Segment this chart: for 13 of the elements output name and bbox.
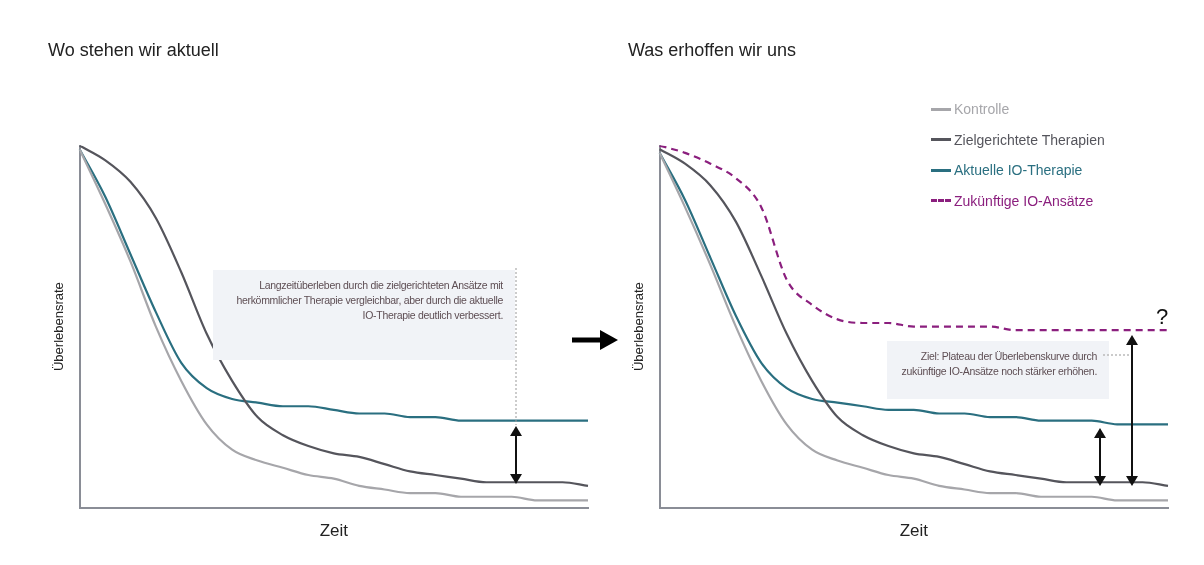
annotation: ? [1156, 303, 1170, 331]
legend-label: Zukünftige IO-Ansätze [954, 192, 1094, 209]
y-axis-title: Überlebensrate [51, 282, 67, 372]
x-axis-title: Zeit [319, 521, 349, 541]
annotation: Langzeitüberleben durch die zielgerichteten Ansätze mit herkömmlicher Therapie vergleichbar, aber durch die aktuelle IO-Therapie deutlich verbessert. [235, 278, 503, 323]
chart-title: Wo stehen wir aktuell [48, 39, 219, 60]
chart-title: Was erhoffen wir uns [628, 39, 797, 60]
annotation: Ziel: Plateau der Überlebenskurve durch zukünftige IO-Ansätze noch stärker erhöhen. [900, 349, 1097, 379]
legend-label: Kontrolle [954, 101, 1010, 118]
legend-label: Aktuelle IO-Therapie [954, 162, 1083, 179]
y-axis-title: Überlebensrate [631, 282, 647, 372]
x-axis-title: Zeit [899, 521, 929, 541]
legend-label: Zielgerichtete Therapien [954, 131, 1105, 148]
